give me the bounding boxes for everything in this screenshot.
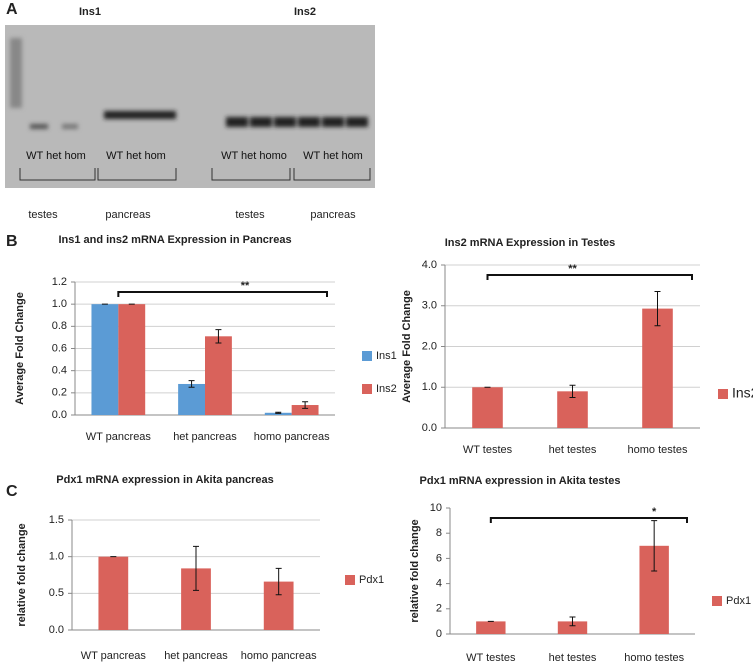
x-tick-label: het pancreas [164, 650, 228, 662]
significance-marker: ** [241, 280, 250, 292]
x-tick-label: het pancreas [173, 431, 237, 443]
x-tick-label: WT testes [463, 444, 513, 456]
y-tick-label: 0.0 [52, 409, 67, 421]
significance-marker: * [652, 506, 657, 518]
lane-label: WT het hom [106, 150, 166, 162]
y-tick-label: 2 [436, 603, 442, 615]
bar [476, 621, 506, 634]
significance-marker: ** [568, 263, 577, 275]
legend-swatch [362, 351, 372, 361]
y-tick-label: 4 [436, 578, 442, 590]
significance-bracket [117, 291, 328, 297]
group-label: testes [28, 209, 58, 221]
panel-letter: C [6, 483, 18, 500]
bar [118, 304, 146, 415]
group-label: pancreas [105, 209, 151, 221]
y-tick-label: 0.8 [52, 320, 67, 332]
legend-swatch [362, 384, 372, 394]
error-bar [569, 616, 576, 627]
x-tick-label: het testes [549, 444, 597, 456]
x-tick-label: WT pancreas [81, 650, 147, 662]
bar [642, 308, 673, 428]
lane-label: WT het hom [303, 150, 363, 162]
significance-bracket [489, 517, 688, 523]
error-bar [193, 545, 199, 591]
y-tick-label: 1.0 [52, 298, 67, 310]
panel-letter: B [6, 233, 18, 250]
y-tick-label: 8 [436, 527, 442, 539]
chart-title: Ins1 and ins2 mRNA Expression in Pancrea… [58, 234, 291, 246]
y-axis-label: relative fold change [16, 523, 28, 626]
chart-title: Ins2 mRNA Expression in Testes [445, 237, 616, 249]
error-bar [188, 380, 195, 388]
legend-swatch [712, 596, 722, 606]
gel-image [5, 25, 375, 188]
y-axis-label: relative fold change [409, 519, 421, 622]
x-tick-label: WT testes [466, 652, 516, 664]
y-tick-label: 0.0 [49, 624, 64, 636]
y-axis-label: Average Fold Change [401, 290, 413, 403]
legend-label: Ins2 [732, 385, 753, 401]
bar [291, 405, 319, 415]
x-tick-label: homo pancreas [254, 431, 330, 443]
y-tick-label: 0.4 [52, 365, 67, 377]
lane-label: WT het hom [26, 150, 86, 162]
y-tick-label: 0 [436, 628, 442, 640]
bar [91, 304, 119, 415]
chart-title: Pdx1 mRNA expression in Akita pancreas [56, 474, 273, 486]
y-tick-label: 0.5 [49, 587, 64, 599]
y-tick-label: 2.0 [422, 340, 437, 352]
gel-bands [10, 38, 368, 129]
bar [178, 383, 205, 415]
significance-bracket [486, 274, 693, 280]
group-label: pancreas [310, 209, 356, 221]
lane-label: WT het homo [221, 150, 287, 162]
error-bar [275, 567, 282, 596]
legend-label: Pdx1 [726, 595, 751, 607]
y-tick-label: 10 [430, 502, 442, 514]
error-bar [302, 401, 309, 409]
y-axis-label: Average Fold Change [14, 292, 26, 405]
bar [264, 412, 292, 415]
x-tick-label: WT pancreas [86, 431, 152, 443]
bar [205, 336, 232, 415]
x-tick-label: het testes [549, 652, 597, 664]
bar [557, 621, 588, 634]
x-tick-label: homo testes [624, 652, 684, 664]
legend-label: Ins1 [376, 350, 397, 362]
x-tick-label: homo testes [628, 444, 688, 456]
legend-swatch [718, 389, 728, 399]
lane-brackets [19, 168, 371, 181]
error-bar [215, 329, 222, 344]
y-tick-label: 1.0 [422, 381, 437, 393]
gel-label: Ins2 [294, 6, 316, 18]
y-tick-label: 4.0 [422, 259, 437, 271]
error-bar [654, 290, 661, 327]
y-tick-label: 1.0 [49, 551, 64, 563]
group-label: testes [235, 209, 265, 221]
bar [472, 387, 503, 428]
gel-label: Ins1 [79, 6, 101, 18]
y-tick-label: 1.5 [49, 514, 64, 526]
y-tick-label: 0.0 [422, 422, 437, 434]
bar [98, 556, 129, 630]
y-tick-label: 1.2 [52, 276, 67, 288]
chart-title: Pdx1 mRNA expression in Akita testes [420, 475, 621, 487]
y-tick-label: 0.6 [52, 342, 67, 354]
y-tick-label: 0.2 [52, 387, 67, 399]
legend-swatch [345, 575, 355, 585]
panel-letter: A [6, 1, 18, 18]
error-bar [651, 520, 658, 572]
x-tick-label: homo pancreas [241, 650, 317, 662]
legend-label: Pdx1 [359, 574, 384, 586]
error-bar [275, 411, 282, 414]
error-bar [569, 384, 576, 398]
y-tick-label: 6 [436, 552, 442, 564]
y-tick-label: 3.0 [422, 300, 437, 312]
legend-label: Ins2 [376, 383, 397, 395]
